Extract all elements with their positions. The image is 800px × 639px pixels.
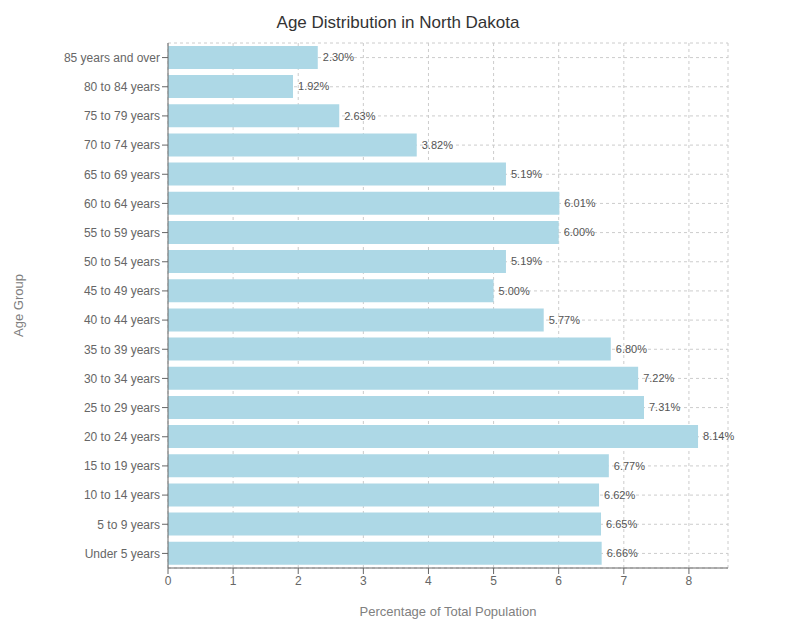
svg-text:Age Group: Age Group: [11, 274, 26, 337]
svg-text:65 to 69 years: 65 to 69 years: [84, 168, 160, 182]
svg-text:6.62%: 6.62%: [604, 489, 635, 501]
svg-text:45 to 49 years: 45 to 49 years: [84, 284, 160, 298]
html-text:Age Distribution in North Dako: Age Distribution in North Dakota: [276, 13, 520, 32]
svg-text:5.77%: 5.77%: [549, 314, 580, 326]
svg-text:2: 2: [295, 574, 302, 588]
svg-text:75 to 79 years: 75 to 79 years: [84, 109, 160, 123]
svg-text:5: 5: [490, 574, 497, 588]
svg-text:0: 0: [165, 574, 172, 588]
svg-text:6.01%: 6.01%: [564, 197, 595, 209]
svg-text:25 to 29 years: 25 to 29 years: [84, 401, 160, 415]
svg-text:7.31%: 7.31%: [649, 401, 680, 413]
svg-text:6.00%: 6.00%: [564, 226, 595, 238]
svg-text:Under 5 years: Under 5 years: [85, 547, 160, 561]
svg-text:1: 1: [230, 574, 237, 588]
svg-text:4: 4: [425, 574, 432, 588]
svg-text:35 to 39 years: 35 to 39 years: [84, 343, 160, 357]
svg-text:85 years and over: 85 years and over: [64, 51, 160, 65]
svg-text:7.22%: 7.22%: [643, 372, 674, 384]
svg-text:1.92%: 1.92%: [298, 80, 329, 92]
svg-text:30 to 34 years: 30 to 34 years: [84, 372, 160, 386]
svg-text:6.65%: 6.65%: [606, 518, 637, 530]
svg-text:6.77%: 6.77%: [614, 460, 645, 472]
svg-text:5.19%: 5.19%: [511, 255, 542, 267]
svg-text:2.30%: 2.30%: [323, 51, 354, 63]
svg-text:70 to 74 years: 70 to 74 years: [84, 138, 160, 152]
svg-text:5.19%: 5.19%: [511, 168, 542, 180]
svg-text:6: 6: [555, 574, 562, 588]
svg-text:5 to 9 years: 5 to 9 years: [97, 518, 160, 532]
svg-text:6.66%: 6.66%: [607, 547, 638, 559]
svg-text:80 to 84 years: 80 to 84 years: [84, 80, 160, 94]
svg-text:55 to 59 years: 55 to 59 years: [84, 226, 160, 240]
svg-text:3.82%: 3.82%: [422, 139, 453, 151]
svg-text:50 to 54 years: 50 to 54 years: [84, 255, 160, 269]
svg-text:3: 3: [360, 574, 367, 588]
svg-text:5.00%: 5.00%: [499, 285, 530, 297]
svg-text:20 to 24 years: 20 to 24 years: [84, 430, 160, 444]
svg-text:10 to 14 years: 10 to 14 years: [84, 488, 160, 502]
svg-text:8: 8: [686, 574, 693, 588]
svg-text:15 to 19 years: 15 to 19 years: [84, 459, 160, 473]
svg-text:Percentage of Total Population: Percentage of Total Population: [360, 604, 537, 619]
svg-text:2.63%: 2.63%: [344, 110, 375, 122]
svg-text:8.14%: 8.14%: [703, 430, 734, 442]
svg-text:60 to 64 years: 60 to 64 years: [84, 197, 160, 211]
svg-text:7: 7: [620, 574, 627, 588]
svg-text:40 to 44 years: 40 to 44 years: [84, 313, 160, 327]
svg-text:6.80%: 6.80%: [616, 343, 647, 355]
